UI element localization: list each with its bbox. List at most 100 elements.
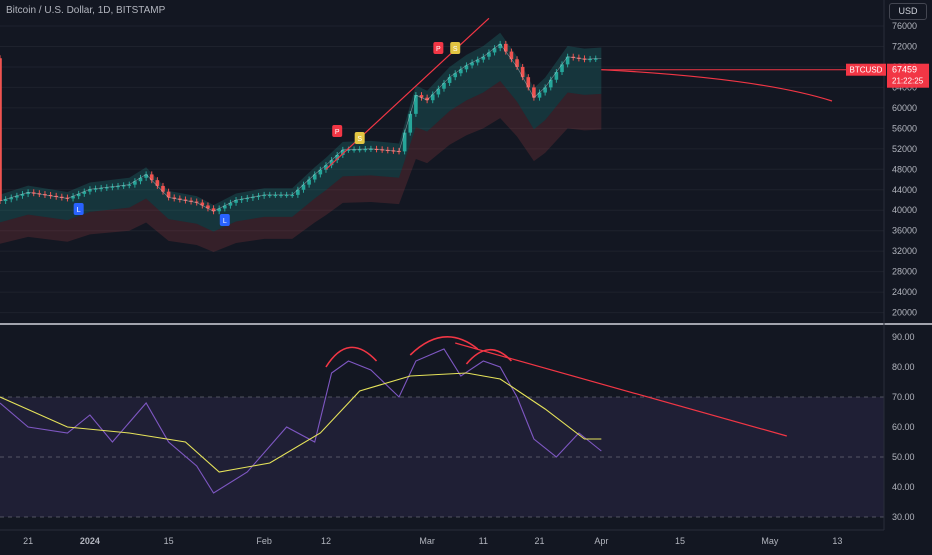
price-tick-label: 60000 bbox=[892, 103, 917, 113]
last-price-tag-bg bbox=[887, 63, 929, 88]
candle-body bbox=[149, 174, 154, 181]
rsi-tick-label: 40.00 bbox=[892, 482, 915, 492]
candle-body bbox=[245, 197, 250, 200]
candle-body bbox=[116, 185, 120, 188]
candle-body bbox=[20, 194, 25, 196]
price-tick-label: 32000 bbox=[892, 246, 917, 256]
price-tick-label: 40000 bbox=[892, 205, 917, 215]
rsi-tick-label: 60.00 bbox=[892, 422, 915, 432]
candle-body bbox=[532, 87, 536, 98]
cloud-band-red bbox=[0, 81, 602, 252]
time-tick-label: 2024 bbox=[80, 536, 100, 546]
candle-body bbox=[560, 64, 564, 73]
candle-body bbox=[223, 205, 227, 209]
signal-s-marker-label: S bbox=[453, 46, 458, 53]
signal-l-marker bbox=[219, 214, 230, 226]
candle-body bbox=[447, 77, 452, 83]
candle-body bbox=[498, 43, 502, 49]
price-tick-label: 52000 bbox=[892, 144, 917, 154]
rsi-tick-label: 80.00 bbox=[892, 362, 915, 372]
candle-body bbox=[71, 196, 75, 199]
candle-body bbox=[346, 149, 351, 151]
candle-body bbox=[329, 160, 334, 166]
candle-body bbox=[267, 194, 272, 197]
candle-body bbox=[183, 199, 188, 201]
candle-body bbox=[290, 194, 295, 197]
candle-body bbox=[273, 194, 278, 197]
candle-body bbox=[166, 191, 171, 198]
countdown-label: 21:22:25 bbox=[892, 77, 924, 86]
candle-body bbox=[548, 79, 553, 88]
signal-s-marker bbox=[450, 42, 461, 54]
time-tick-label: 15 bbox=[164, 536, 174, 546]
time-tick-label: May bbox=[761, 536, 779, 546]
candle-body bbox=[593, 58, 598, 60]
candle-body bbox=[453, 73, 458, 78]
candle-body bbox=[487, 52, 491, 57]
candle-body bbox=[234, 199, 238, 203]
candle-body bbox=[0, 58, 2, 202]
candle-body bbox=[442, 82, 446, 89]
signal-p-marker-label: P bbox=[335, 129, 340, 136]
candle-body bbox=[194, 201, 199, 203]
candle-body bbox=[9, 197, 14, 200]
candle-body bbox=[357, 149, 362, 151]
signal-l-marker bbox=[73, 203, 84, 215]
candle-body bbox=[520, 66, 525, 78]
candle-body bbox=[414, 95, 418, 114]
rsi-tick-label: 70.00 bbox=[892, 392, 915, 402]
candle-body bbox=[279, 194, 283, 197]
candle-body bbox=[335, 154, 339, 161]
candle-body bbox=[88, 189, 92, 192]
candle-body bbox=[189, 200, 193, 202]
candle-body bbox=[138, 177, 143, 182]
symbol-tag-bg bbox=[846, 63, 886, 76]
candle-body bbox=[408, 113, 413, 133]
candle-body bbox=[419, 95, 424, 98]
candle-body bbox=[492, 48, 497, 53]
signal-s-marker-label: S bbox=[357, 136, 362, 143]
candle-body bbox=[172, 197, 177, 199]
uptrend-line bbox=[325, 17, 490, 170]
projection-curve bbox=[601, 69, 833, 102]
rsi-top-arc bbox=[409, 336, 479, 356]
candle-body bbox=[504, 43, 508, 52]
candle-body bbox=[15, 195, 19, 198]
candle-body bbox=[76, 193, 81, 197]
candle-body bbox=[537, 92, 542, 98]
candle-body bbox=[526, 77, 531, 88]
candle-body bbox=[324, 165, 328, 170]
price-line bbox=[0, 43, 602, 212]
candle-body bbox=[312, 174, 317, 180]
time-tick-label: Feb bbox=[256, 536, 272, 546]
candle-body bbox=[543, 87, 547, 93]
candle-body bbox=[369, 148, 373, 151]
signal-p-marker bbox=[433, 42, 444, 54]
candle-body bbox=[228, 202, 233, 206]
candle-body bbox=[481, 56, 486, 60]
candle-body bbox=[211, 208, 216, 212]
candle-body bbox=[301, 184, 306, 190]
signal-p-marker-label: P bbox=[436, 46, 441, 53]
candle-body bbox=[110, 186, 115, 188]
candle-body bbox=[121, 185, 126, 187]
price-tick-label: 24000 bbox=[892, 287, 917, 297]
currency-button[interactable]: USD bbox=[889, 3, 927, 20]
signal-l-marker-label: L bbox=[77, 207, 81, 214]
price-tick-label: 76000 bbox=[892, 21, 917, 31]
last-price-label: 67459 bbox=[892, 65, 917, 75]
candle-body bbox=[127, 184, 132, 186]
candle-body bbox=[206, 205, 210, 209]
candle-body bbox=[464, 65, 469, 70]
rsi-tick-label: 50.00 bbox=[892, 452, 915, 462]
candle-body bbox=[155, 180, 160, 186]
candle-body bbox=[200, 202, 205, 206]
price-tick-label: 56000 bbox=[892, 123, 917, 133]
candle-body bbox=[161, 185, 165, 192]
time-tick-label: Apr bbox=[594, 536, 608, 546]
candle-body bbox=[459, 69, 463, 74]
price-tick-label: 20000 bbox=[892, 308, 917, 318]
signal-p-marker bbox=[332, 125, 343, 137]
